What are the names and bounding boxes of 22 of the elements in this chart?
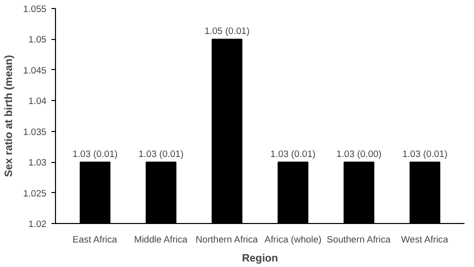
- data-label: 1.05 (0.01): [204, 26, 250, 36]
- data-label: 1.03 (0.01): [270, 149, 316, 160]
- x-tick-label: East Africa: [72, 234, 118, 244]
- data-label: 1.03 (0.01): [402, 149, 448, 160]
- y-tick-label: 1.045: [23, 65, 46, 76]
- y-tick-label: 1.03: [28, 158, 46, 168]
- y-axis-title: Sex ratio at birth (mean): [3, 54, 16, 177]
- data-label: 1.03 (0.00): [336, 149, 382, 160]
- y-tick-label: 1.055: [23, 4, 46, 14]
- x-tick-label: West Africa: [401, 234, 449, 244]
- data-label: 1.03 (0.01): [72, 149, 118, 160]
- y-tick-label: 1.025: [23, 188, 46, 198]
- x-tick-label: Southern Africa: [326, 234, 392, 244]
- y-tick-label: 1.04: [28, 96, 46, 106]
- x-tick-label: Northern Africa: [196, 234, 259, 244]
- data-label: 1.03 (0.01): [138, 149, 184, 160]
- y-tick-label: 1.035: [23, 126, 46, 137]
- x-tick-label: Africa (whole): [264, 234, 322, 244]
- y-tick-label: 1.02: [28, 219, 46, 229]
- x-axis-title: Region: [242, 252, 278, 264]
- x-tick-label: Middle Africa: [134, 234, 188, 244]
- y-tick-label: 1.05: [28, 34, 46, 45]
